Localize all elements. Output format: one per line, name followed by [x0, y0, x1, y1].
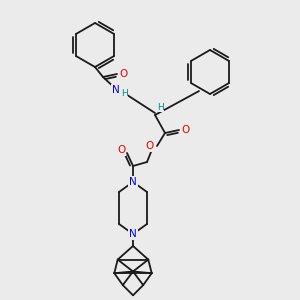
Text: O: O: [119, 69, 127, 79]
Text: N: N: [129, 229, 137, 239]
Text: O: O: [146, 141, 154, 151]
Text: N: N: [112, 85, 120, 95]
Text: N: N: [129, 177, 137, 187]
Text: O: O: [117, 145, 125, 155]
Text: H: H: [121, 89, 128, 98]
Text: H: H: [157, 103, 164, 112]
Text: O: O: [181, 125, 189, 135]
